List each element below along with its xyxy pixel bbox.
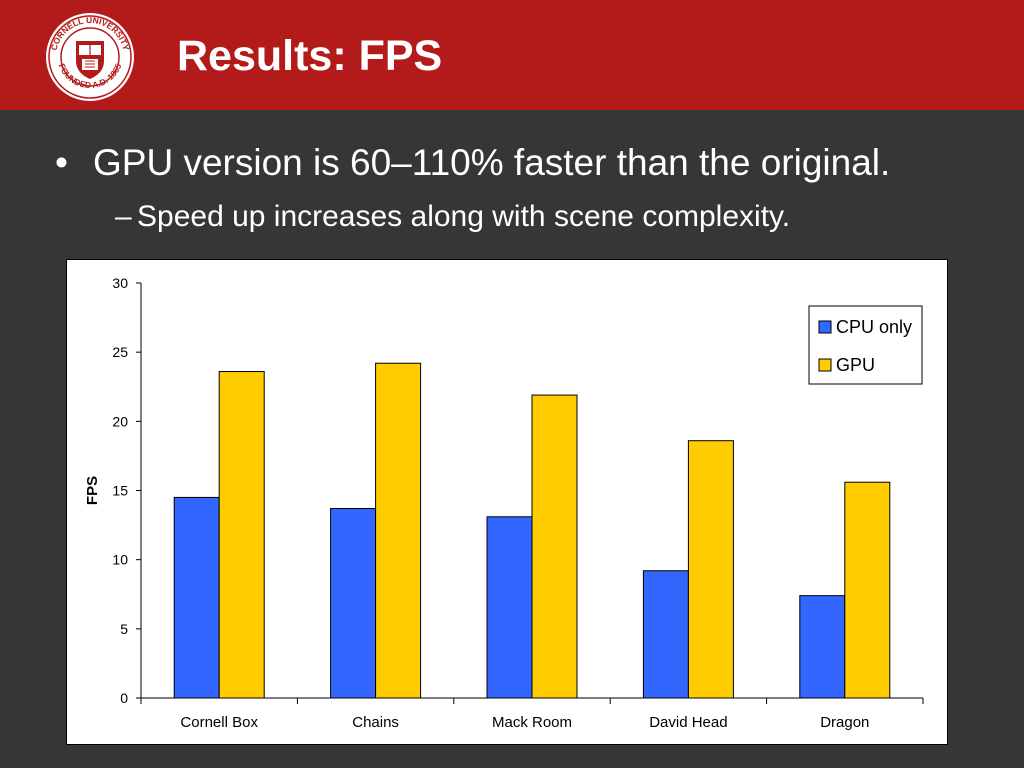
y-tick-label: 0 <box>120 690 128 706</box>
legend-label: GPU <box>836 355 875 375</box>
x-category-label: Dragon <box>820 714 869 731</box>
y-tick-label: 25 <box>112 344 128 360</box>
slide-title: Results: FPS <box>177 32 443 80</box>
bar-cpu-only <box>330 507 377 699</box>
y-tick-label: 20 <box>112 413 128 429</box>
fps-bar-chart: 0 5 10 15 20 25 30 FPS Cornell Box Chains Mack Roo… <box>66 259 948 745</box>
y-axis-label: FPS <box>84 476 101 505</box>
legend-swatch-gpu <box>818 358 832 372</box>
x-category-label: Mack Room <box>492 714 572 731</box>
y-tick-label: 10 <box>112 552 128 568</box>
bullet-main: • GPU version is 60–110% faster than the … <box>55 140 890 186</box>
legend-swatch-cpu-only <box>818 320 832 334</box>
bar-cpu-only <box>642 570 689 699</box>
chart-canvas: 0 5 10 15 20 25 30 FPS Cornell Box Chains Mack Roo… <box>84 275 924 731</box>
bar-cpu-only <box>486 516 533 699</box>
y-tick-label: 15 <box>112 483 128 499</box>
bar-gpu <box>375 362 422 699</box>
bar-gpu <box>844 481 891 699</box>
bullet-sub-text: Speed up increases along with scene comp… <box>137 200 791 233</box>
x-category-label: Chains <box>352 714 399 731</box>
bar-gpu <box>218 371 265 699</box>
cornell-seal-logo: CORNELL UNIVERSITY FOUNDED A.D. 1865 <box>46 13 134 101</box>
bullet-sub: – Speed up increases along with scene com… <box>115 197 790 237</box>
legend-label: CPU only <box>836 317 912 337</box>
title-bar: CORNELL UNIVERSITY FOUNDED A.D. 1865 Res… <box>0 0 1024 110</box>
y-tick-label: 30 <box>112 275 128 291</box>
sub-bullet-marker: – <box>115 200 132 233</box>
x-category-label: David Head <box>649 714 727 731</box>
bar-cpu-only <box>173 496 220 699</box>
bar-gpu <box>531 394 578 699</box>
bullet-main-text: GPU version is 60–110% faster than the o… <box>93 142 891 183</box>
bullet-marker: • <box>55 142 68 183</box>
bar-gpu <box>687 440 734 699</box>
x-category-label: Cornell Box <box>180 714 258 731</box>
bar-cpu-only <box>799 595 846 699</box>
y-tick-label: 5 <box>120 621 128 637</box>
